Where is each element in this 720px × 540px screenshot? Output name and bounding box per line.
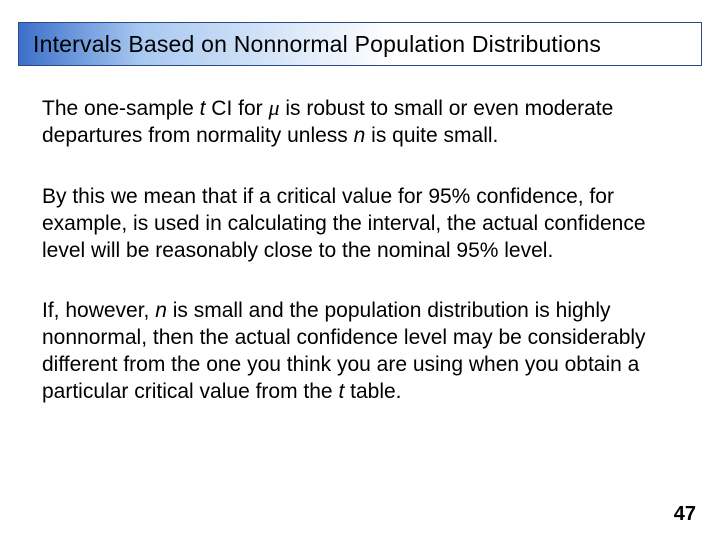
slide-title: Intervals Based on Nonnormal Population … bbox=[33, 31, 601, 58]
p1-seg4: is quite small. bbox=[365, 124, 498, 147]
paragraph-3: If, however, n is small and the populati… bbox=[42, 298, 678, 406]
paragraph-2: By this we mean that if a critical value… bbox=[42, 184, 678, 265]
p3-seg1: If, however, bbox=[42, 299, 155, 322]
page-number: 47 bbox=[674, 503, 696, 526]
p1-seg2: CI for bbox=[205, 97, 268, 120]
p3-seg3: table. bbox=[344, 380, 401, 403]
p1-n: n bbox=[354, 124, 366, 147]
slide-body: The one-sample t CI for μ is robust to s… bbox=[42, 94, 678, 440]
title-bar: Intervals Based on Nonnormal Population … bbox=[18, 22, 702, 66]
p3-n: n bbox=[155, 299, 167, 322]
mu-symbol: μ bbox=[268, 95, 279, 120]
paragraph-1: The one-sample t CI for μ is robust to s… bbox=[42, 94, 678, 150]
p1-seg1: The one-sample bbox=[42, 97, 200, 120]
